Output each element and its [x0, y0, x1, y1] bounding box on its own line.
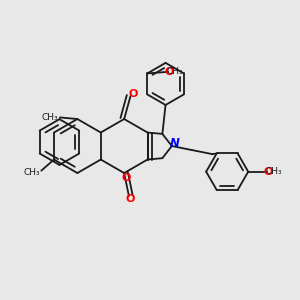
Text: O: O: [128, 89, 138, 99]
Text: O: O: [126, 194, 135, 203]
Text: CH₃: CH₃: [167, 67, 183, 76]
Text: CH₃: CH₃: [266, 167, 283, 176]
Text: O: O: [264, 167, 273, 177]
Text: CH₃: CH₃: [42, 113, 58, 122]
Text: CH₃: CH₃: [23, 168, 40, 177]
Text: N: N: [170, 137, 180, 150]
Text: O: O: [165, 67, 174, 77]
Text: O: O: [122, 173, 131, 183]
